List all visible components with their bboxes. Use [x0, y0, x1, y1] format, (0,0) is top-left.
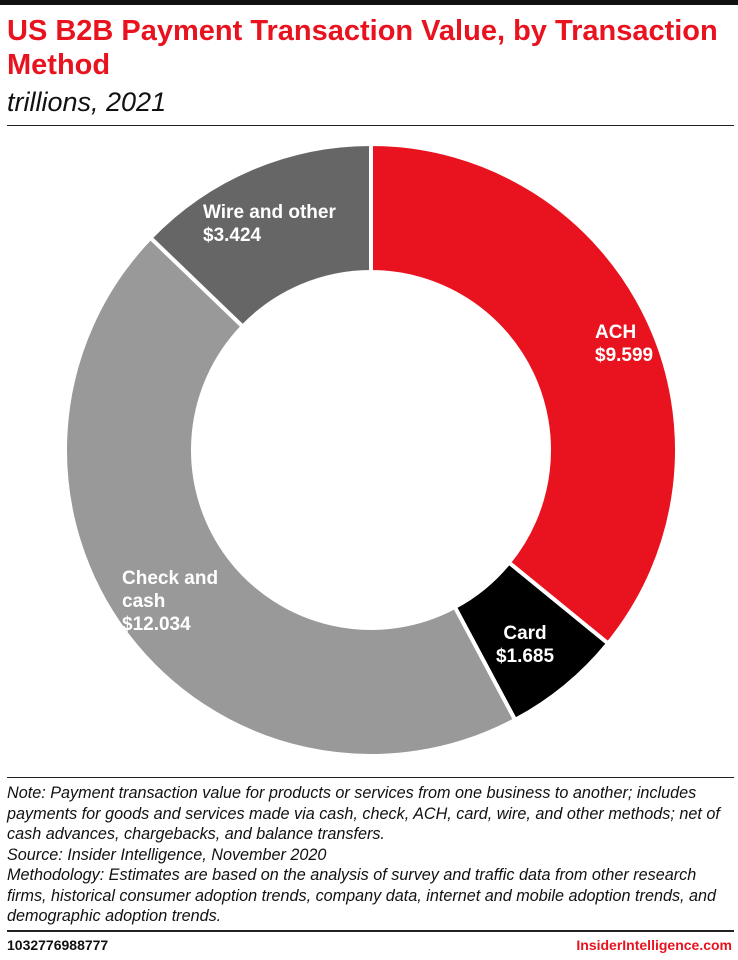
slice-category-label: Card	[503, 623, 546, 644]
chart-subtitle: trillions, 2021	[7, 87, 167, 117]
source-text: Source: Insider Intelligence, November 2…	[7, 845, 327, 864]
slice-value-label: $12.034	[122, 614, 191, 635]
note-text: Note: Payment transaction value for prod…	[7, 784, 720, 843]
donut-slice	[63, 234, 518, 758]
chart-title: US B2B Payment Transaction Value, by Tra…	[7, 15, 718, 81]
slice-category-label: Wire and other	[203, 202, 336, 223]
header-divider	[7, 125, 734, 126]
notes-divider	[7, 777, 734, 778]
slice-value-label: $3.424	[203, 225, 262, 246]
notes-block: Note: Payment transaction value for prod…	[7, 783, 732, 927]
chart-id: 1032776988777	[7, 937, 109, 953]
slice-category-label: Check and	[122, 568, 218, 589]
donut-slice	[147, 141, 373, 330]
donut-slices	[63, 141, 679, 758]
brand-logo: InsiderIntelligence.com	[576, 937, 732, 953]
top-bar	[0, 0, 738, 5]
slice-value-label: $9.599	[595, 345, 653, 366]
donut-slice	[369, 141, 679, 647]
slice-category-label: ACH	[595, 322, 636, 343]
methodology-text: Methodology: Estimates are based on the …	[7, 866, 717, 925]
footer-divider	[7, 930, 734, 932]
slice-category-label: cash	[122, 591, 165, 612]
slice-value-label: $1.685	[496, 646, 555, 667]
